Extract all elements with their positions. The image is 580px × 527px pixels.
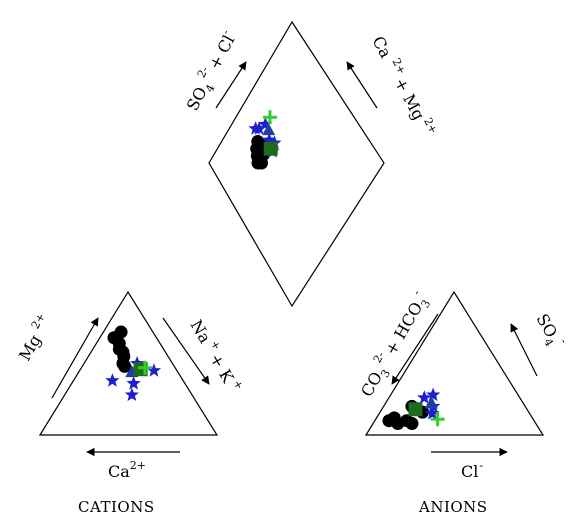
- diamond-triangle-point-13: [262, 123, 276, 136]
- diamond-frame: [208, 20, 385, 308]
- anions-circle-point-4: [405, 417, 419, 431]
- diamond-star-point-12: [248, 121, 263, 135]
- anions-star-point-8: [426, 387, 441, 401]
- cations-caption: CATIONS: [78, 498, 155, 516]
- cations-star-point-9: [124, 387, 139, 401]
- diamond-camg-label: Ca2++ Mg2+: [368, 32, 440, 141]
- cations-cross-point-15: [138, 360, 153, 375]
- cations-star-point-12: [146, 363, 162, 377]
- anions-square-point-11: [408, 402, 423, 417]
- cations-star-point-8: [105, 373, 120, 387]
- cations-triangle-frame: [38, 290, 219, 436]
- cations-star-point-10: [126, 376, 141, 390]
- anions-triangle-frame: [364, 290, 545, 436]
- cations-ca-label: Ca2+: [108, 459, 146, 481]
- anions-co3-arrow: [391, 313, 439, 385]
- diamond-cross-point-15: [262, 110, 277, 125]
- diamond-so4cl-arrow: [215, 61, 247, 109]
- anions-so4-arrow: [510, 323, 538, 377]
- anions-cross-point-13: [430, 412, 445, 427]
- anions-caption: ANIONS: [418, 498, 488, 516]
- anions-co3-label: CO32-+ HCO3-: [354, 287, 436, 402]
- cations-nak-label: Na++ K+: [187, 315, 247, 397]
- diamond-star-point-7: [258, 116, 273, 131]
- anions-cl-label: Cl-: [461, 459, 483, 481]
- diamond-camg-arrow: [346, 61, 378, 109]
- diamond-star-point-11: [262, 132, 277, 147]
- cations-points: [105, 325, 162, 401]
- cations-mg-label: Mg2+: [12, 311, 55, 364]
- diamond-square-point-14: [263, 141, 278, 156]
- anions-star-point-10: [425, 406, 440, 420]
- anions-points: [382, 387, 445, 431]
- anions-so4-label: SO4-: [529, 309, 570, 354]
- cations-nak-arrow: [162, 317, 210, 385]
- diamond-so4cl-label: SO42-+ Cl-: [179, 27, 244, 116]
- anions-star-point-7: [417, 390, 432, 404]
- anions-triangle-point-12: [424, 396, 438, 409]
- diamond-points: [248, 110, 282, 170]
- cations-circle-point-7: [118, 359, 132, 373]
- cations-mg-arrow: [51, 317, 99, 399]
